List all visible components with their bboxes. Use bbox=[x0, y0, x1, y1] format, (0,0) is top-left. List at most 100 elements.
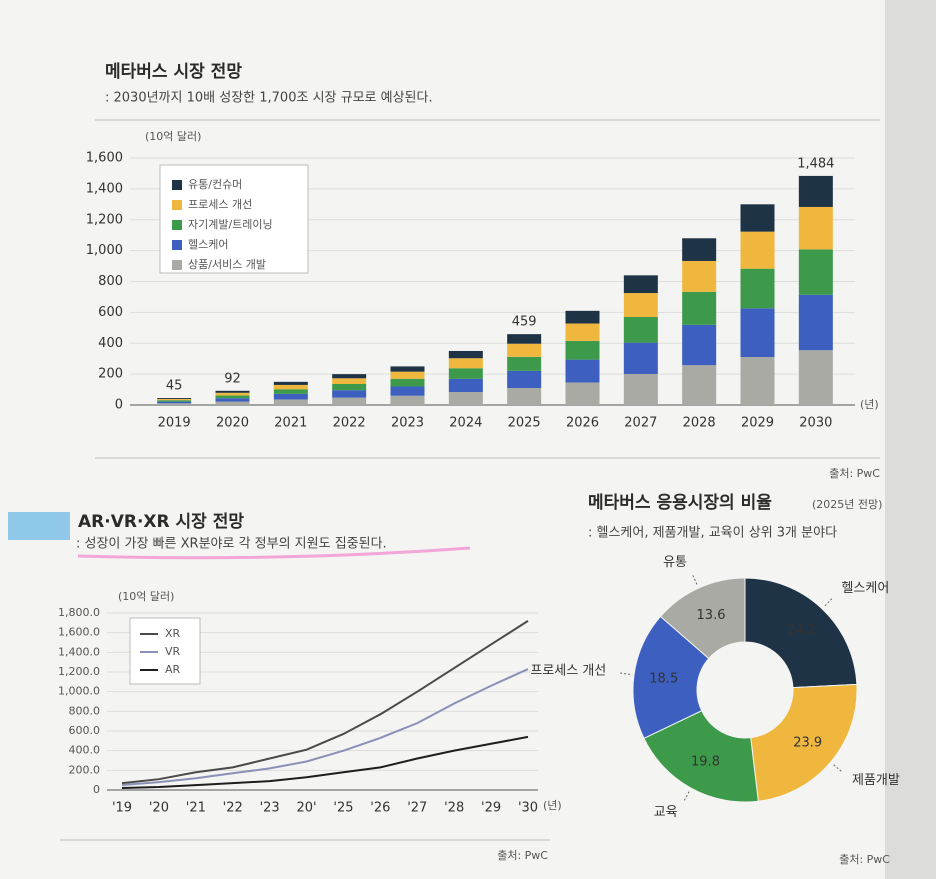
bar-segment bbox=[273, 381, 308, 385]
bar-segment bbox=[390, 366, 425, 372]
bar-segment bbox=[448, 368, 483, 379]
category-label: 제품개발 bbox=[852, 773, 900, 788]
x-tick-label: '27 bbox=[407, 801, 427, 816]
bar-segment bbox=[332, 384, 367, 391]
bar-segment bbox=[740, 204, 775, 232]
y-tick-label: 1,600 bbox=[86, 151, 123, 166]
chart-title: 메타버스 응용시장의 비율 bbox=[588, 493, 772, 513]
leader-line bbox=[691, 573, 698, 585]
y-tick-label: 800 bbox=[98, 274, 123, 289]
bar-segment bbox=[682, 260, 717, 292]
legend-label: 상품/서비스 개발 bbox=[188, 258, 266, 271]
bar-segment bbox=[507, 334, 542, 344]
bar-segment bbox=[798, 206, 833, 250]
bar-segment bbox=[507, 343, 542, 357]
bar-segment bbox=[623, 342, 658, 374]
category-label: 유통 bbox=[663, 555, 687, 570]
y-tick-label: 600 bbox=[98, 305, 123, 320]
bar-segment bbox=[332, 390, 367, 398]
donut-segment bbox=[643, 710, 759, 803]
bar-segment bbox=[798, 294, 833, 351]
x-tick-label: 2024 bbox=[449, 416, 482, 431]
leader-line bbox=[824, 596, 834, 607]
source: 출처: PwC bbox=[839, 853, 890, 866]
x-tick-label: 2029 bbox=[741, 416, 774, 431]
chart-title-note: (2025년 전망) bbox=[812, 498, 882, 511]
x-tick-label: 20' bbox=[296, 801, 316, 816]
bar-segment bbox=[740, 231, 775, 269]
bar-segment bbox=[565, 340, 600, 360]
x-tick-label: '22 bbox=[223, 801, 243, 816]
y-tick-label: 1,200.0 bbox=[58, 665, 100, 678]
x-tick-label: '28 bbox=[444, 801, 464, 816]
bar-segment bbox=[157, 398, 192, 401]
x-tick-label: 2025 bbox=[508, 416, 541, 431]
y-tick-label: 600.0 bbox=[69, 724, 101, 737]
leader-line bbox=[833, 764, 844, 773]
category-label: 교육 bbox=[654, 805, 678, 820]
highlight bbox=[8, 512, 70, 540]
legend-label: AR bbox=[165, 663, 181, 676]
value-label: 23.9 bbox=[793, 735, 822, 750]
bar-segment bbox=[682, 238, 717, 261]
legend-label: 헬스케어 bbox=[188, 238, 228, 251]
y-tick-label: 0 bbox=[93, 783, 100, 796]
page-edge bbox=[885, 0, 936, 879]
bar-segment bbox=[682, 365, 717, 405]
line bbox=[121, 620, 529, 785]
legend-swatch bbox=[172, 180, 182, 190]
x-tick-label: '20 bbox=[149, 801, 169, 816]
x-tick-label: 2030 bbox=[799, 416, 832, 431]
y-unit: (10억 달러) bbox=[118, 590, 174, 603]
bar-segment bbox=[565, 359, 600, 383]
x-tick-label: '21 bbox=[186, 801, 206, 816]
line bbox=[121, 668, 529, 787]
bar-segment bbox=[740, 268, 775, 309]
underline bbox=[77, 546, 471, 560]
x-unit: (년) bbox=[543, 799, 562, 812]
donut-segment bbox=[632, 615, 710, 739]
bar-segment bbox=[332, 378, 367, 385]
bar-segment bbox=[623, 373, 658, 405]
bar-segment bbox=[390, 371, 425, 379]
x-tick-label: 2026 bbox=[566, 416, 599, 431]
x-tick-label: 2021 bbox=[274, 416, 307, 431]
bar-segment bbox=[448, 350, 483, 359]
x-tick-label: 2020 bbox=[216, 416, 249, 431]
total-label: 45 bbox=[166, 379, 183, 394]
bar-segment bbox=[157, 398, 192, 399]
y-tick-label: 1,400.0 bbox=[58, 645, 100, 658]
bar-segment bbox=[215, 398, 250, 402]
x-tick-label: '23 bbox=[260, 801, 280, 816]
legend-label: 자기계발/트레이닝 bbox=[188, 218, 273, 231]
bar-segment bbox=[273, 389, 308, 394]
bar-segment bbox=[273, 393, 308, 400]
chart-subtitle: : 2030년까지 10배 성장한 1,700조 시장 규모로 예상된다. bbox=[105, 91, 433, 106]
x-unit: (년) bbox=[860, 398, 879, 411]
bar-segment bbox=[390, 378, 425, 387]
x-tick-label: '29 bbox=[481, 801, 501, 816]
x-tick-label: '26 bbox=[370, 801, 390, 816]
y-tick-label: 1,800.0 bbox=[58, 606, 100, 619]
bar-segment bbox=[390, 395, 425, 405]
x-tick-label: '19 bbox=[112, 801, 132, 816]
bar-segment bbox=[798, 350, 833, 405]
x-tick-label: 2022 bbox=[333, 416, 366, 431]
line bbox=[121, 735, 529, 790]
total-label: 92 bbox=[224, 371, 241, 386]
bar-segment bbox=[215, 395, 250, 399]
chart-subtitle: : 성장이 가장 빠른 XR분야로 각 정부의 지원도 집중된다. bbox=[76, 537, 387, 552]
bar-segment bbox=[623, 317, 658, 343]
y-unit: (10억 달러) bbox=[145, 130, 201, 143]
chart-title: AR·VR·XR 시장 전망 bbox=[78, 512, 244, 532]
bar-segment bbox=[507, 388, 542, 405]
total-label: 459 bbox=[512, 315, 537, 330]
y-tick-label: 400.0 bbox=[69, 744, 101, 757]
bar-segment bbox=[623, 293, 658, 318]
y-tick-label: 800.0 bbox=[69, 704, 101, 717]
y-tick-label: 200 bbox=[98, 367, 123, 382]
y-tick-label: 1,600.0 bbox=[58, 626, 100, 639]
bar-segment bbox=[507, 370, 542, 389]
legend-label: 프로세스 개선 bbox=[188, 198, 252, 211]
